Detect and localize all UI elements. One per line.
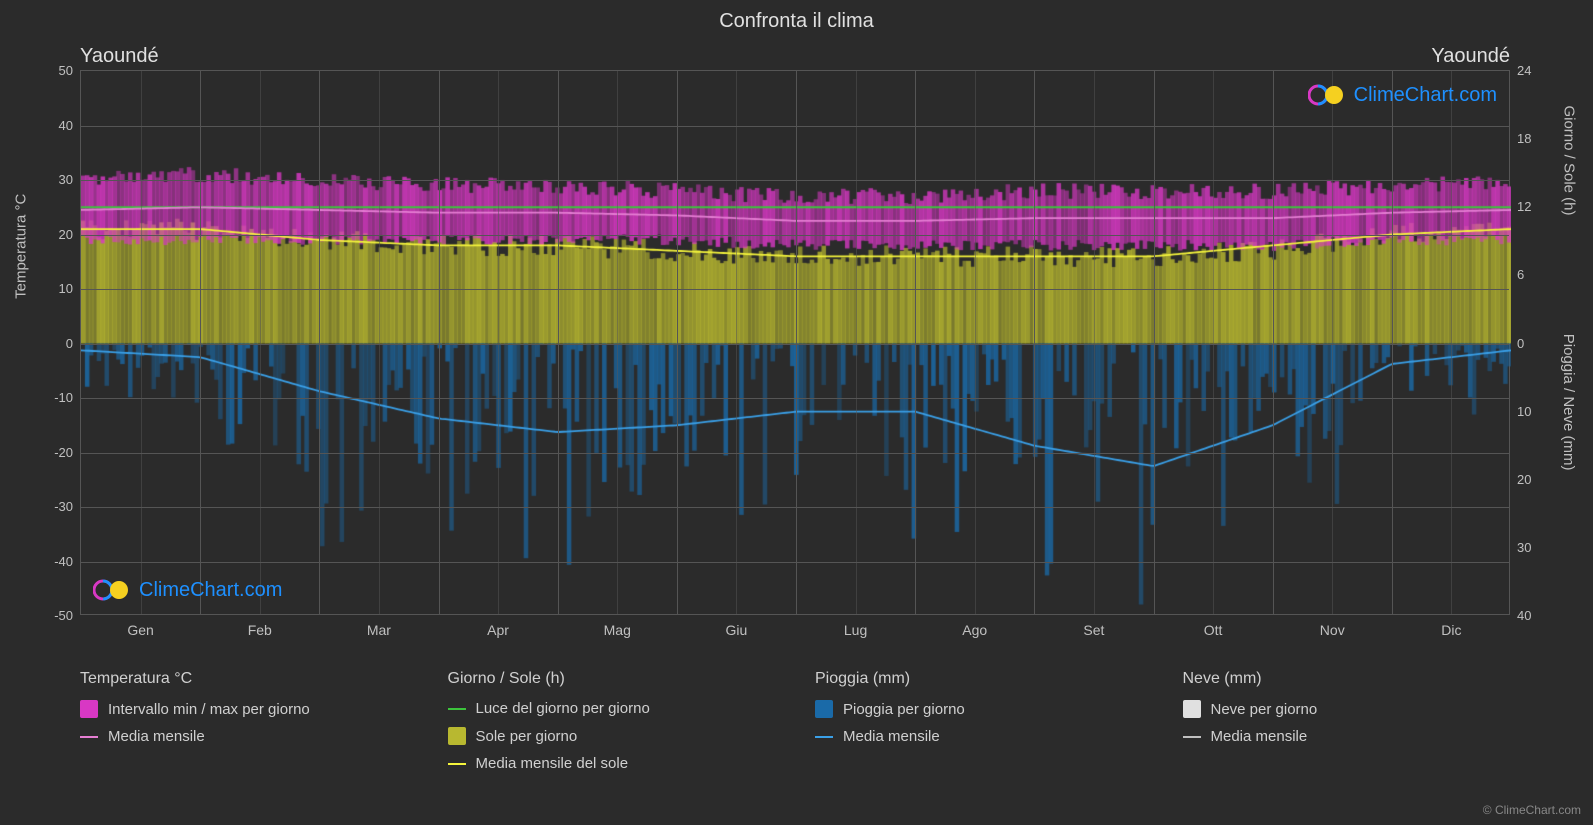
swatch-temp-mean [80,736,98,738]
swatch-snow [1183,700,1201,718]
legend-item-temp-range: Intervallo min / max per giorno [80,700,408,718]
legend-col-temp: Temperatura °C Intervallo min / max per … [80,670,408,782]
swatch-temp-range [80,700,98,718]
legend: Temperatura °C Intervallo min / max per … [80,670,1510,782]
axis-label-left: Temperatura °C [13,193,30,298]
swatch-sun [448,727,466,745]
legend-label: Media mensile [1211,728,1308,745]
legend-item-sunmean: Media mensile del sole [448,755,776,772]
legend-label: Media mensile del sole [476,755,629,772]
city-label-left: Yaoundé [80,45,159,68]
copyright: © ClimeChart.com [1483,803,1581,817]
plot-area: -50-40-30-20-1001020304050 0612182410203… [80,70,1510,615]
legend-item-rain-daily: Pioggia per giorno [815,700,1143,718]
watermark-text: ClimeChart.com [1354,84,1497,107]
legend-label: Sole per giorno [476,728,578,745]
axis-label-right-top: Giorno / Sole (h) [1561,105,1578,215]
legend-title-rain: Pioggia (mm) [815,670,1143,688]
legend-title-snow: Neve (mm) [1183,670,1511,688]
axis-label-right-bottom: Pioggia / Neve (mm) [1561,334,1578,471]
swatch-rainmean [815,736,833,738]
chart-title: Confronta il clima [0,0,1593,33]
watermark-text: ClimeChart.com [139,579,282,602]
chart-container: Yaoundé Yaoundé -50-40-30-20-10010203040… [80,50,1510,630]
legend-item-rain-mean: Media mensile [815,728,1143,745]
legend-title-temp: Temperatura °C [80,670,408,688]
watermark-top-right: ClimeChart.com [1308,83,1497,107]
legend-item-sun: Sole per giorno [448,727,776,745]
legend-title-day: Giorno / Sole (h) [448,670,776,688]
city-label-right: Yaoundé [1431,45,1510,68]
swatch-snowmean [1183,736,1201,738]
legend-col-rain: Pioggia (mm) Pioggia per giorno Media me… [815,670,1143,782]
legend-item-daylight: Luce del giorno per giorno [448,700,776,717]
watermark-bottom-left: ClimeChart.com [93,578,282,602]
legend-label: Neve per giorno [1211,701,1318,718]
legend-item-snow-daily: Neve per giorno [1183,700,1511,718]
legend-label: Media mensile [843,728,940,745]
legend-label: Media mensile [108,728,205,745]
swatch-daylight [448,708,466,710]
legend-item-snow-mean: Media mensile [1183,728,1511,745]
legend-col-day: Giorno / Sole (h) Luce del giorno per gi… [448,670,776,782]
swatch-rain [815,700,833,718]
legend-col-snow: Neve (mm) Neve per giorno Media mensile [1183,670,1511,782]
legend-label: Pioggia per giorno [843,701,965,718]
legend-label: Luce del giorno per giorno [476,700,650,717]
legend-item-temp-mean: Media mensile [80,728,408,745]
swatch-sunmean [448,763,466,765]
legend-label: Intervallo min / max per giorno [108,701,310,718]
